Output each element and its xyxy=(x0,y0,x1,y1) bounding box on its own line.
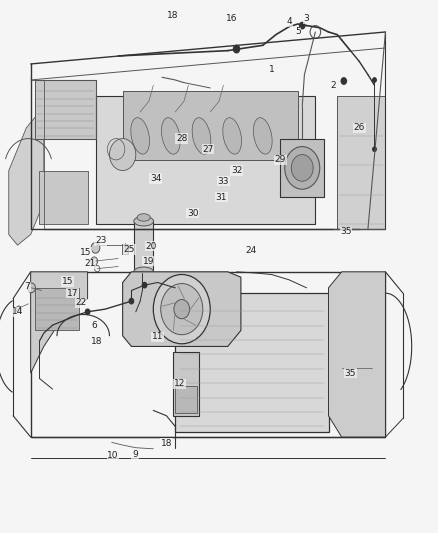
Circle shape xyxy=(373,147,376,151)
Text: 15: 15 xyxy=(80,248,91,257)
Text: 29: 29 xyxy=(275,156,286,164)
Text: 17: 17 xyxy=(67,289,78,297)
Text: 5: 5 xyxy=(295,28,301,36)
Text: 9: 9 xyxy=(132,450,138,458)
Text: 7: 7 xyxy=(24,282,30,291)
Circle shape xyxy=(16,306,21,312)
Text: 25: 25 xyxy=(124,245,135,254)
Circle shape xyxy=(91,243,100,253)
Ellipse shape xyxy=(137,214,150,221)
Ellipse shape xyxy=(134,216,153,226)
Text: 34: 34 xyxy=(150,174,161,183)
Polygon shape xyxy=(9,117,44,245)
Text: 27: 27 xyxy=(202,145,214,154)
Text: 21: 21 xyxy=(84,260,95,268)
Bar xyxy=(35,288,79,330)
Circle shape xyxy=(373,78,376,82)
Circle shape xyxy=(285,147,320,189)
Ellipse shape xyxy=(134,267,153,277)
Circle shape xyxy=(91,257,98,265)
Text: 24: 24 xyxy=(245,246,256,255)
Text: 22: 22 xyxy=(75,298,87,307)
Text: 20: 20 xyxy=(145,242,157,251)
Text: 18: 18 xyxy=(167,12,179,20)
Polygon shape xyxy=(280,139,324,197)
Circle shape xyxy=(142,282,147,288)
Text: 6: 6 xyxy=(91,321,97,329)
Text: 18: 18 xyxy=(161,439,172,448)
Polygon shape xyxy=(39,171,88,224)
Ellipse shape xyxy=(192,118,211,154)
Text: 15: 15 xyxy=(62,277,74,286)
Bar xyxy=(175,293,328,432)
Text: 2: 2 xyxy=(330,81,336,90)
Text: 32: 32 xyxy=(231,166,242,175)
Bar xyxy=(134,221,153,272)
Text: 18: 18 xyxy=(91,337,102,345)
Polygon shape xyxy=(123,272,241,346)
Text: 10: 10 xyxy=(107,451,119,460)
Bar xyxy=(175,386,197,413)
Text: 35: 35 xyxy=(345,369,356,377)
Circle shape xyxy=(85,309,90,314)
Bar xyxy=(122,244,128,254)
Ellipse shape xyxy=(162,118,180,154)
Ellipse shape xyxy=(223,118,241,154)
Text: 14: 14 xyxy=(12,308,23,316)
Bar xyxy=(35,80,96,139)
Bar xyxy=(173,352,199,416)
Bar xyxy=(337,96,385,229)
Text: 23: 23 xyxy=(95,237,106,245)
Text: 12: 12 xyxy=(174,379,185,388)
Circle shape xyxy=(341,78,346,84)
Polygon shape xyxy=(96,96,315,224)
Text: 1: 1 xyxy=(268,65,275,74)
Ellipse shape xyxy=(110,139,136,171)
Text: 4: 4 xyxy=(286,17,292,26)
Circle shape xyxy=(153,274,210,344)
Text: 35: 35 xyxy=(340,228,352,236)
Polygon shape xyxy=(123,91,298,160)
Text: 33: 33 xyxy=(218,177,229,185)
Circle shape xyxy=(174,300,190,319)
Text: 28: 28 xyxy=(176,134,187,143)
Circle shape xyxy=(129,298,134,304)
Polygon shape xyxy=(31,272,88,373)
Text: 26: 26 xyxy=(353,124,365,132)
Text: 30: 30 xyxy=(187,209,198,217)
Text: 16: 16 xyxy=(226,14,238,23)
Text: 3: 3 xyxy=(304,14,310,23)
Text: 11: 11 xyxy=(152,333,163,341)
Text: 19: 19 xyxy=(143,257,155,265)
Circle shape xyxy=(233,45,240,53)
Circle shape xyxy=(28,283,35,293)
Text: 31: 31 xyxy=(215,193,227,201)
Ellipse shape xyxy=(254,118,272,154)
Circle shape xyxy=(291,155,313,181)
Polygon shape xyxy=(328,272,385,437)
Ellipse shape xyxy=(131,118,149,154)
Circle shape xyxy=(300,22,305,29)
Circle shape xyxy=(161,284,203,335)
